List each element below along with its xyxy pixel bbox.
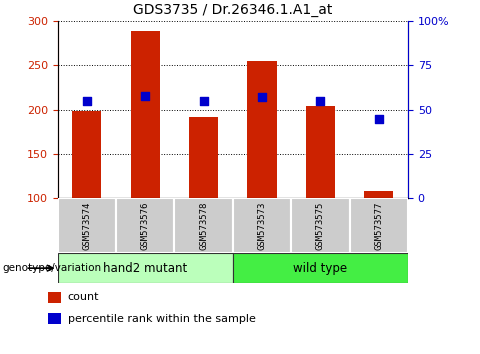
Bar <box>116 198 174 253</box>
Bar <box>233 198 291 253</box>
Point <box>375 116 383 121</box>
Text: GSM573577: GSM573577 <box>374 201 384 250</box>
Bar <box>189 117 218 198</box>
Bar <box>72 110 101 198</box>
Text: wild type: wild type <box>293 262 348 275</box>
Text: hand2 mutant: hand2 mutant <box>103 262 187 275</box>
Bar <box>48 313 60 324</box>
Text: GSM573574: GSM573574 <box>82 201 91 250</box>
Bar <box>174 198 233 253</box>
Bar <box>291 198 349 253</box>
Text: count: count <box>68 292 99 302</box>
Bar <box>58 253 233 283</box>
Text: GSM573578: GSM573578 <box>199 201 208 250</box>
Bar <box>131 31 160 198</box>
Bar <box>48 292 60 303</box>
Text: GSM573575: GSM573575 <box>316 201 325 250</box>
Point <box>200 98 207 104</box>
Text: genotype/variation: genotype/variation <box>2 263 102 273</box>
Bar <box>364 191 394 198</box>
Text: percentile rank within the sample: percentile rank within the sample <box>68 314 256 324</box>
Title: GDS3735 / Dr.26346.1.A1_at: GDS3735 / Dr.26346.1.A1_at <box>133 4 333 17</box>
Bar <box>306 106 335 198</box>
Text: GSM573576: GSM573576 <box>141 201 150 250</box>
Point <box>83 98 91 104</box>
Point <box>141 93 149 98</box>
Bar <box>349 198 408 253</box>
Point <box>317 98 324 104</box>
Bar <box>233 253 408 283</box>
Point <box>258 95 266 100</box>
Text: GSM573573: GSM573573 <box>257 201 266 250</box>
Bar <box>58 198 116 253</box>
Bar <box>247 61 276 198</box>
